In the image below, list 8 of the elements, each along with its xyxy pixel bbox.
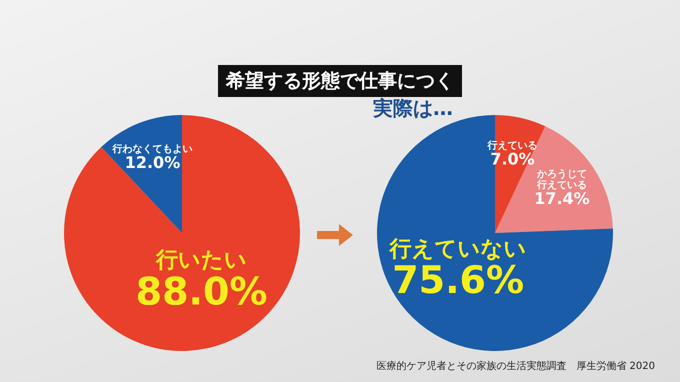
text: 希望する形態で仕事につく: [218, 65, 462, 97]
chart-title: 実際は…: [373, 95, 453, 122]
data-label: 12.0%: [124, 153, 180, 172]
text: 医療的ケア児者とその家族の生活実態調査 厚生労働省 2020: [376, 360, 655, 373]
slice-label: かろうじて行えている: [536, 169, 587, 192]
slice-label: 行わなくてもよい: [111, 143, 192, 156]
data-label: 17.4%: [534, 188, 590, 208]
slice-label: 行えていない: [388, 237, 527, 262]
